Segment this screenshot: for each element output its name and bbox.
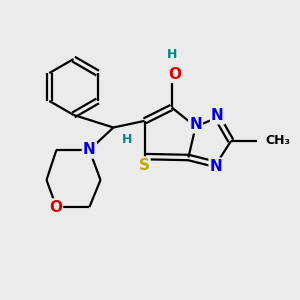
Text: H: H xyxy=(167,47,177,61)
Text: CH₃: CH₃ xyxy=(265,134,290,148)
Text: O: O xyxy=(168,67,181,82)
Text: N: N xyxy=(211,108,224,123)
Text: O: O xyxy=(49,200,62,214)
Text: H: H xyxy=(122,133,132,146)
Text: N: N xyxy=(189,117,202,132)
Text: N: N xyxy=(83,142,96,158)
Text: N: N xyxy=(210,159,222,174)
Text: S: S xyxy=(139,158,149,172)
